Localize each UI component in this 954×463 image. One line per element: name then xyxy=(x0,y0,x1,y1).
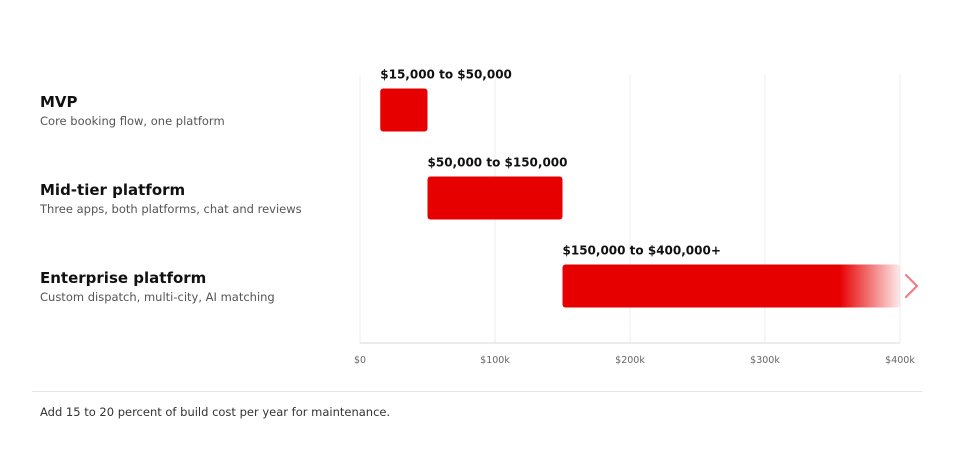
range-bar xyxy=(380,88,428,132)
tier-title: Mid-tier platform xyxy=(40,181,185,199)
tier-description: Core booking flow, one platform xyxy=(40,114,225,128)
tier-title: Enterprise platform xyxy=(40,269,206,287)
tier-description: Three apps, both platforms, chat and rev… xyxy=(39,202,302,216)
x-tick-label: $400k xyxy=(885,355,915,366)
maintenance-footnote: Add 15 to 20 percent of build cost per y… xyxy=(40,405,391,419)
chevron-right-icon xyxy=(904,273,919,299)
footer-divider xyxy=(32,391,922,392)
tier-title: MVP xyxy=(40,93,78,111)
tier-row: MVP Core booking flow, one platform $15,00… xyxy=(40,68,512,132)
x-tick-label: $100k xyxy=(480,355,510,366)
range-label: $15,000 to $50,000 xyxy=(380,68,512,82)
tier-row: Enterprise platform Custom dispatch, mult… xyxy=(40,244,919,308)
range-label: $50,000 to $150,000 xyxy=(428,156,568,170)
x-tick-label: $300k xyxy=(750,355,780,366)
range-label: $150,000 to $400,000+ xyxy=(563,244,721,258)
x-axis: $0 $100k $200k $300k $400k xyxy=(354,342,915,366)
x-tick-label: $200k xyxy=(615,355,645,366)
tier-row: Mid-tier platform Three apps, both platfo… xyxy=(39,156,568,220)
range-bar xyxy=(427,176,563,220)
range-bar xyxy=(562,264,900,308)
chart-rows: MVP Core booking flow, one platform $15,00… xyxy=(39,68,919,308)
x-tick-label: $0 xyxy=(354,355,366,366)
tier-description: Custom dispatch, multi-city, AI matching xyxy=(40,290,275,304)
